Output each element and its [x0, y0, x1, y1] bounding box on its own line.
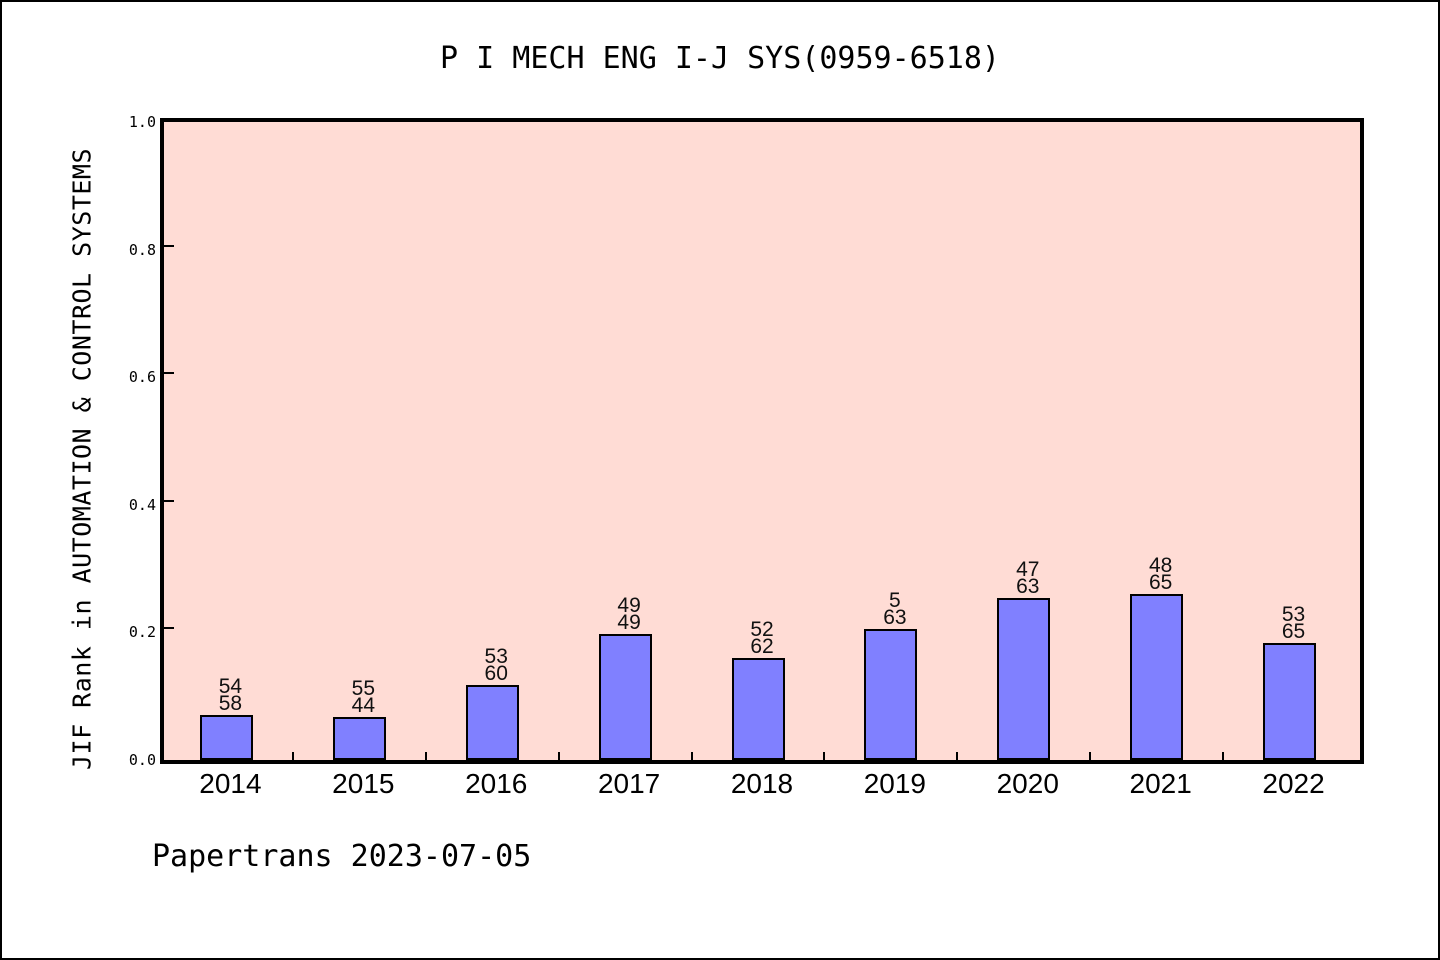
bar-value-line: 55: [351, 677, 375, 700]
y-tick-label: 0.6: [128, 368, 156, 387]
x-tick-mark: [1222, 752, 1225, 760]
x-category-label: 2015: [332, 768, 395, 799]
bar-value-label: 49 49: [584, 594, 674, 634]
bar-value-label: 53 60: [451, 645, 541, 685]
bar-value-label: 53 65: [1249, 603, 1339, 643]
bar-value-line: 65: [1148, 571, 1173, 594]
bar-value-line: 5: [889, 589, 901, 612]
x-category-label: 2016: [465, 768, 528, 799]
x-tick-mark: [424, 752, 427, 760]
bar-2018: [731, 658, 785, 760]
y-axis-label: JIF Rank in AUTOMATION & CONTROL SYSTEMS: [67, 147, 97, 771]
y-tick-label: 0.0: [128, 751, 156, 769]
bar-value-line: 63: [883, 606, 907, 629]
y-tick-mark: [164, 244, 174, 247]
bar-value-line: 53: [1281, 603, 1306, 626]
bar-2016: [465, 685, 519, 760]
x-tick-mark: [690, 752, 693, 760]
bar-value-line: 48: [1148, 554, 1173, 577]
chart-title: P I MECH ENG I-J SYS(0959-6518): [440, 41, 1000, 76]
watermark-text: Papertrans 2023-07-05: [152, 839, 532, 874]
bar-value-line: 47: [1016, 558, 1040, 581]
bar-value-label: 5 63: [850, 589, 940, 629]
bar-value-line: 62: [750, 635, 774, 658]
bar-value-line: 63: [1016, 575, 1040, 598]
bar-value-line: 54: [218, 675, 243, 698]
bar-2021: [1130, 594, 1184, 760]
y-tick-mark: [164, 627, 174, 630]
bar-2020: [997, 598, 1051, 760]
x-tick-mark: [823, 752, 826, 760]
bar-value-line: 60: [484, 662, 508, 685]
bar-value-label: 54 58: [185, 675, 275, 715]
x-tick-mark: [1089, 752, 1092, 760]
y-tick-mark: [164, 372, 174, 375]
x-tick-mark: [956, 752, 959, 760]
bar-value-label: 48 65: [1116, 554, 1206, 594]
bar-2015: [332, 717, 386, 760]
plot-area: [160, 118, 1364, 764]
x-category-label: 2021: [1129, 768, 1192, 799]
bar-value-line: 49: [617, 611, 641, 634]
x-tick-mark: [291, 752, 294, 760]
x-category-label: 2018: [730, 768, 794, 799]
bar-value-line: 49: [617, 594, 641, 617]
y-tick-label: 0.8: [128, 240, 156, 259]
x-category-label: 2022: [1262, 768, 1325, 799]
bar-value-line: 52: [750, 618, 774, 641]
x-category-label: 2017: [597, 768, 661, 799]
bar-value-line: 65: [1281, 620, 1306, 643]
y-tick-label: 1.0: [128, 113, 156, 131]
bar-value-line: 58: [218, 692, 243, 715]
bar-value-line: 53: [484, 645, 508, 668]
y-tick-mark: [164, 499, 174, 502]
x-category-label: 2014: [199, 768, 262, 799]
y-tick-label: 0.4: [128, 495, 156, 514]
x-tick-mark: [557, 752, 560, 760]
x-category-label: 2019: [863, 768, 927, 799]
bar-2014: [199, 715, 253, 760]
x-category-label: 2020: [996, 768, 1059, 799]
bar-value-line: 44: [351, 694, 375, 717]
bar-value-label: 55 44: [318, 677, 408, 717]
bar-2019: [864, 629, 918, 760]
bar-2017: [598, 634, 652, 760]
bar-value-label: 52 62: [717, 618, 807, 658]
bar-2022: [1263, 643, 1317, 760]
y-tick-label: 0.2: [128, 623, 156, 642]
bar-value-label: 47 63: [983, 558, 1073, 598]
